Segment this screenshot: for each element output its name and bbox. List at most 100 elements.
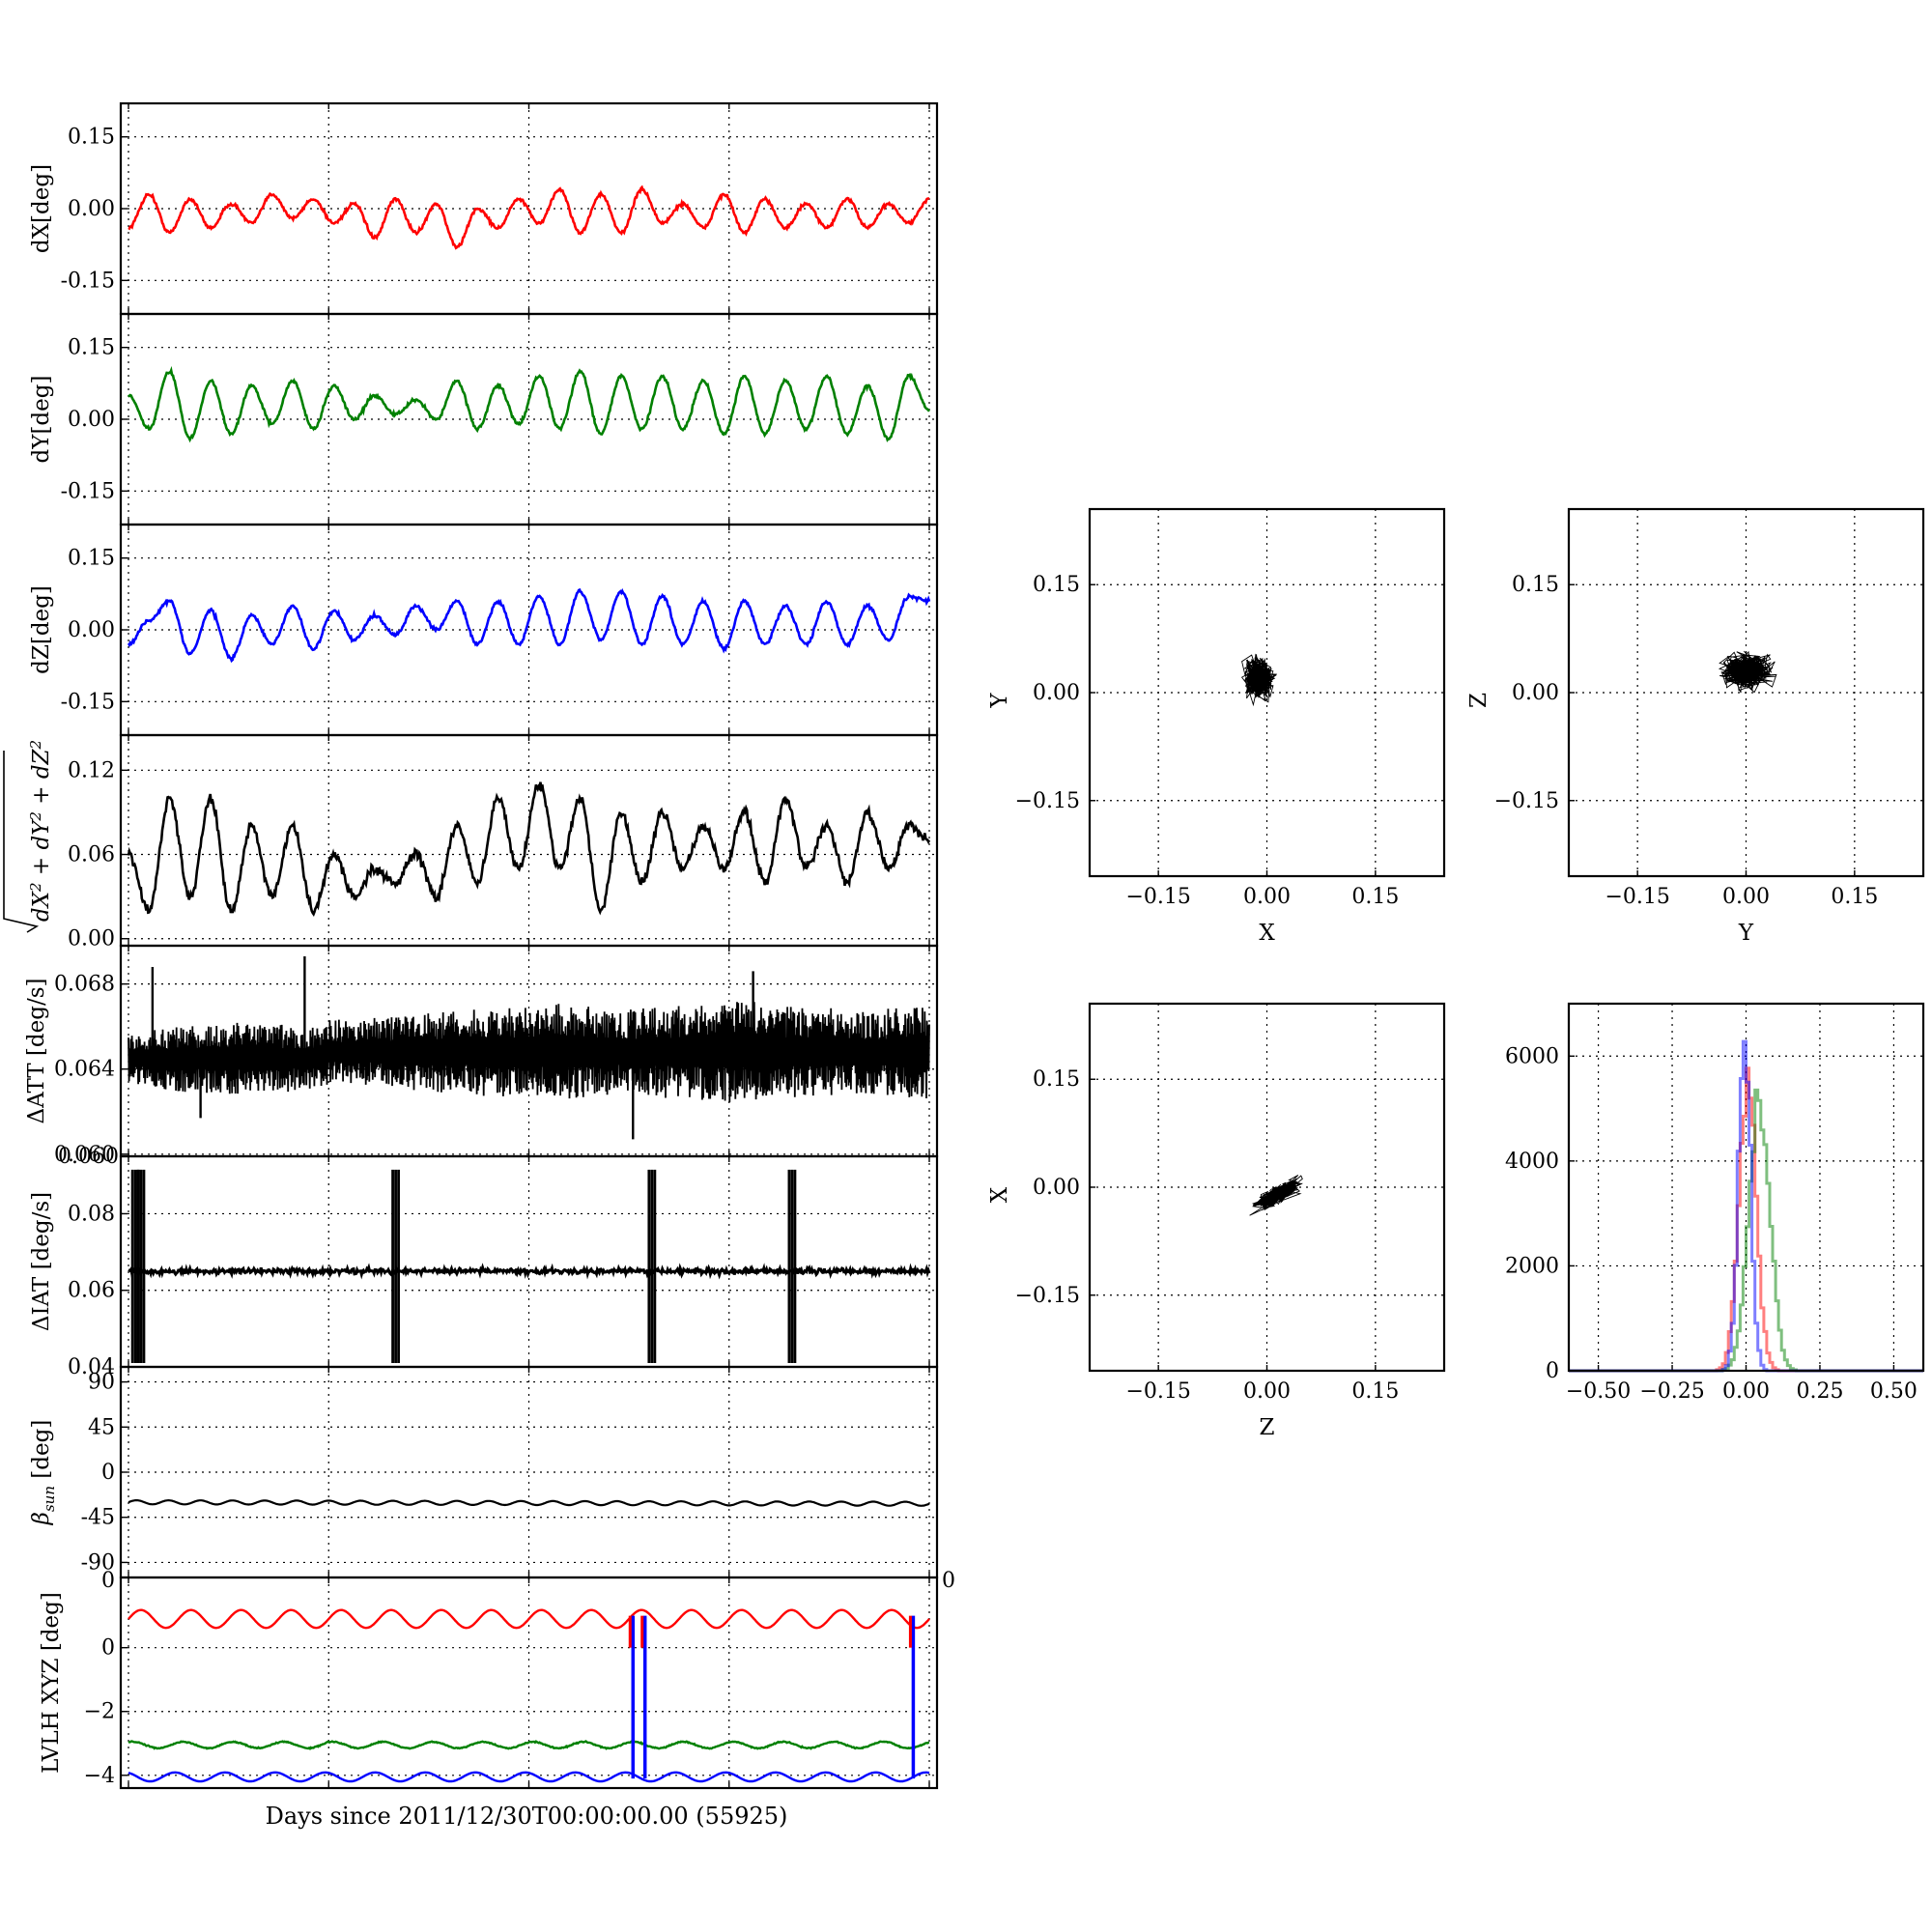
y-tick-label: 0.12 (68, 758, 115, 782)
y-tick-label: 0 (101, 1636, 115, 1661)
y-tick-label: −2 (84, 1700, 115, 1724)
y-tick-label: 2000 (1505, 1254, 1559, 1278)
y-tick-label: 0.00 (68, 408, 115, 432)
y-tick-label: 6000 (1505, 1044, 1559, 1068)
y-tick-label: −0.15 (1015, 1284, 1080, 1308)
y-axis-label: LVLH XYZ [deg] (39, 1592, 64, 1774)
y-tick-label: -90 (81, 1550, 115, 1575)
y-axis-label: βsun [deg] (29, 1420, 58, 1526)
x-tick-label: 0.15 (1831, 885, 1878, 909)
x-tick-label: 0.25 (1796, 1379, 1843, 1404)
series-line (127, 781, 931, 918)
timeseries-panel-7: 90 45 0 -45 -90 βsun [deg] (29, 1365, 939, 1579)
y-tick-label: 0.00 (1512, 681, 1559, 705)
series-line (128, 1771, 930, 1783)
y-tick-label: 0.00 (1033, 681, 1080, 705)
y-tick-label: 0.00 (68, 618, 115, 642)
x-tick-label: −0.50 (1566, 1379, 1631, 1404)
x-tick-label: 0.00 (1722, 885, 1770, 909)
y-tick-label: 0.15 (68, 126, 115, 150)
x-axis-caption: Days since 2011/12/30T00:00:00.00 (55925… (266, 1803, 788, 1830)
timeseries-panel-1: 0.15 0.00 -0.15 dX[deg] (29, 101, 939, 316)
y-tick-label: 0.15 (1033, 1067, 1080, 1092)
series-line (127, 587, 931, 664)
series-line (128, 1263, 931, 1280)
histogram-panel: −0.50 −0.25 0.00 0.25 0.50 6000 4000 2000 0 (1505, 1002, 1925, 1404)
timeseries-panel-4: 0.12 0.06 0.00 dX2 + dY2 + dZ2 (3, 733, 939, 952)
y-axis-label-group: dX2 + dY2 + dZ2 (3, 740, 54, 933)
y-tick-label: 0.00 (1033, 1176, 1080, 1200)
timeseries-panel-3: 0.15 0.00 -0.15 dZ[deg] (29, 523, 939, 737)
y-tick-label: 0.15 (68, 547, 115, 571)
timeseries-panel-6: 0.08 0.06 0.04 ΔIAT [deg/s] (29, 1154, 939, 1379)
x-tick-label: −0.15 (1125, 1379, 1190, 1404)
x-tick-label: 0.15 (1351, 885, 1399, 909)
axes-frame (1567, 1002, 1925, 1373)
corner-label: 0 (942, 1569, 955, 1593)
series-line (128, 1002, 930, 1103)
y-tick-label: 0.06 (68, 843, 115, 867)
series-line (128, 1498, 930, 1507)
y-tick-label: 0.08 (68, 1202, 115, 1226)
y-axis-label: X (987, 1186, 1012, 1203)
axes-frame (119, 1154, 939, 1369)
y-tick-label: −0.15 (1015, 789, 1080, 813)
y-axis-label: dX[deg] (29, 164, 54, 253)
x-tick-label: −0.15 (1125, 885, 1190, 909)
y-tick-label: 0.15 (1512, 573, 1559, 597)
x-tick-label: 0.00 (1243, 1379, 1291, 1404)
y-axis-label: ΔATT [deg/s] (24, 979, 49, 1124)
y-axis-label: dX2 + dY2 + dZ2 (27, 740, 54, 922)
scatter-trace (1249, 1175, 1303, 1216)
series-line (128, 1740, 930, 1750)
axes-frame (1088, 507, 1446, 878)
y-axis-label: Z (1466, 693, 1492, 708)
y-tick-label: 0.04 (68, 1355, 115, 1379)
axes-frame (1567, 507, 1925, 878)
series-line (128, 185, 930, 250)
x-tick-label: 0.15 (1351, 1379, 1399, 1404)
y-tick-label: 0.06 (68, 1279, 115, 1303)
x-tick-label: 0.00 (1243, 885, 1291, 909)
y-tick-label: 0.064 (54, 1058, 115, 1082)
y-axis-label: dY[deg] (29, 376, 54, 464)
timeseries-panel-2: 0.15 0.00 -0.15 dY[deg] (29, 312, 939, 526)
scatter-trace (1240, 653, 1278, 707)
y-tick-label: −0.15 (1494, 789, 1559, 813)
x-axis-label: Z (1260, 1415, 1275, 1440)
x-tick-label: 0.50 (1870, 1379, 1918, 1404)
x-tick-label: −0.25 (1639, 1379, 1704, 1404)
timeseries-panel-8: 0 −2 −4 LVLH XYZ [deg] 0 0 (39, 1569, 955, 1790)
y-tick-label: 0.060 (54, 1143, 115, 1167)
scatter-panel-3: −0.15 0.00 0.15 0.15 0.00 −0.15 Z X (987, 1002, 1446, 1440)
y-axis-label: dZ[deg] (29, 585, 54, 674)
y-tick-label: 0.15 (68, 336, 115, 360)
x-axis-label: X (1259, 921, 1275, 946)
scatter-trace (1718, 650, 1777, 694)
y-tick-label: 0.00 (68, 197, 115, 221)
x-axis-label: Y (1738, 921, 1754, 946)
series-line (128, 1608, 930, 1630)
axes-frame (1088, 1002, 1446, 1373)
y-tick-label: -0.15 (61, 269, 115, 293)
y-axis-label: ΔIAT [deg/s] (29, 1192, 54, 1331)
y-tick-label: −4 (84, 1764, 115, 1788)
series-line (127, 365, 931, 443)
histogram-series (1569, 1066, 1923, 1373)
y-tick-label: -45 (81, 1506, 115, 1530)
sqrt-symbol (3, 751, 40, 933)
axes-frame (119, 1576, 939, 1790)
y-tick-label: 4000 (1505, 1150, 1559, 1174)
axes-frame (119, 733, 939, 948)
y-tick-label: 0.15 (1033, 573, 1080, 597)
scatter-panel-2: −0.15 0.00 0.15 0.15 0.00 −0.15 Y Z (1466, 507, 1925, 946)
y-tick-label: -0.15 (61, 479, 115, 503)
x-tick-label: 0.00 (1722, 1379, 1770, 1404)
y-tick-overlap-label: 0.060 (58, 1145, 119, 1169)
y-tick-label: 0 (1546, 1359, 1559, 1383)
y-tick-label: -0.15 (61, 690, 115, 714)
y-tick-label: 0.00 (68, 927, 115, 952)
scatter-panel-1: −0.15 0.00 0.15 0.15 0.00 −0.15 X Y (987, 507, 1446, 946)
